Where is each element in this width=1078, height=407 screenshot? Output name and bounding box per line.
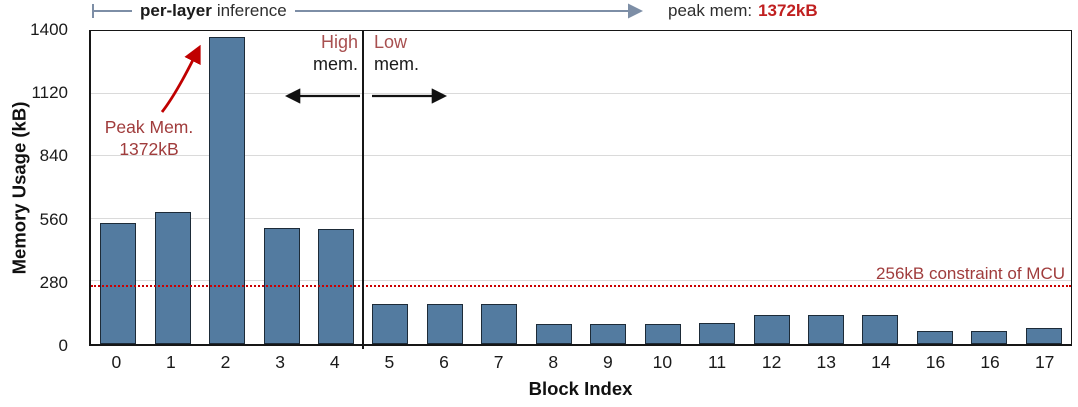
bar-block-6 (426, 304, 463, 344)
bar-block-9 (590, 324, 627, 344)
gridline-1120 (91, 92, 1071, 94)
x-tick-label-12: 12 (761, 352, 782, 372)
x-tick-label-5: 5 (384, 352, 395, 372)
y-tick-label-1120: 1120 (31, 83, 68, 103)
low-label: Low (374, 32, 408, 52)
peak-mem-header: peak mem: 1372kB (668, 0, 818, 22)
bar-block-7 (481, 304, 518, 344)
bar-block-11 (699, 322, 736, 344)
bar-block-1 (154, 212, 191, 344)
mcu-constraint-label: 256kB constraint of MCU (876, 264, 1065, 283)
peak-annotation-line2: 1372kB (119, 139, 179, 159)
x-tick-label-8: 8 (548, 352, 559, 372)
y-tick-label-840: 840 (39, 146, 68, 166)
x-tick-label-0: 0 (111, 352, 122, 372)
y-tick-label-1400: 1400 (30, 20, 68, 39)
bar-block-17 (1025, 328, 1062, 344)
x-tick-label-16: 16 (980, 352, 1000, 372)
x-tick-label-1: 1 (166, 352, 176, 372)
x-tick-label-13: 13 (816, 352, 836, 372)
bar-block-2 (209, 37, 246, 344)
inference-label: inference (216, 1, 287, 20)
plot-area (89, 30, 1072, 349)
x-tick-label-6: 6 (439, 352, 449, 372)
x-tick-label-15: 16 (925, 352, 946, 372)
gridline-840 (91, 155, 1071, 157)
high-label: High (320, 32, 358, 52)
x-tick-label-7: 7 (493, 352, 504, 372)
high-mem-annotation: High mem. (313, 31, 358, 75)
bar-block-12 (753, 315, 790, 344)
gridline-280 (91, 280, 1071, 282)
gridline-560 (91, 217, 1071, 219)
bar-block-16 (916, 330, 953, 344)
x-tick-label-17: 17 (1034, 352, 1055, 372)
y-tick-label-280: 280 (39, 272, 68, 292)
peak-mem-value: 1372kB (758, 1, 818, 20)
per-layer-label: per-layer (140, 1, 212, 20)
bar-block-13 (808, 315, 844, 344)
mcu-constraint-line (91, 284, 1071, 287)
bar-block-10 (644, 324, 681, 344)
per-layer-inference-label: per-layer inference (132, 0, 295, 22)
peak-mem-label: peak mem: (668, 1, 753, 20)
bar-block-16 (971, 330, 1008, 344)
x-tick-label-4: 4 (329, 352, 340, 372)
bar-block-5 (372, 304, 409, 344)
y-tick-label-560: 560 (39, 209, 68, 229)
peak-annotation-line1: Peak Mem. (104, 117, 194, 137)
bar-block-14 (862, 315, 899, 344)
x-tick-label-2: 2 (220, 352, 231, 372)
low-mem-annotation: Low mem. (374, 31, 419, 75)
y-tick-label-0: 0 (58, 336, 68, 355)
bar-block-8 (535, 324, 572, 344)
high-mem-label: mem. (313, 54, 358, 74)
x-tick-label-10: 10 (652, 352, 673, 372)
bar-block-0 (100, 223, 137, 344)
x-tick-label-14: 14 (871, 352, 891, 372)
x-axis-title: Block Index (528, 378, 633, 399)
phase-divider-line (362, 31, 365, 349)
y-axis-ticks: 0 280 560 840 1120 1400 (0, 20, 78, 355)
x-tick-label-11: 11 (707, 352, 727, 372)
low-mem-label: mem. (374, 54, 419, 74)
peak-memory-annotation: Peak Mem. 1372kB (88, 116, 210, 160)
x-axis-ticks: 0 1 2 3 4 5 6 7 8 9 10 11 12 13 14 16 16 17 (89, 352, 1072, 374)
x-tick-label-9: 9 (602, 352, 613, 372)
x-tick-label-3: 3 (275, 352, 285, 372)
